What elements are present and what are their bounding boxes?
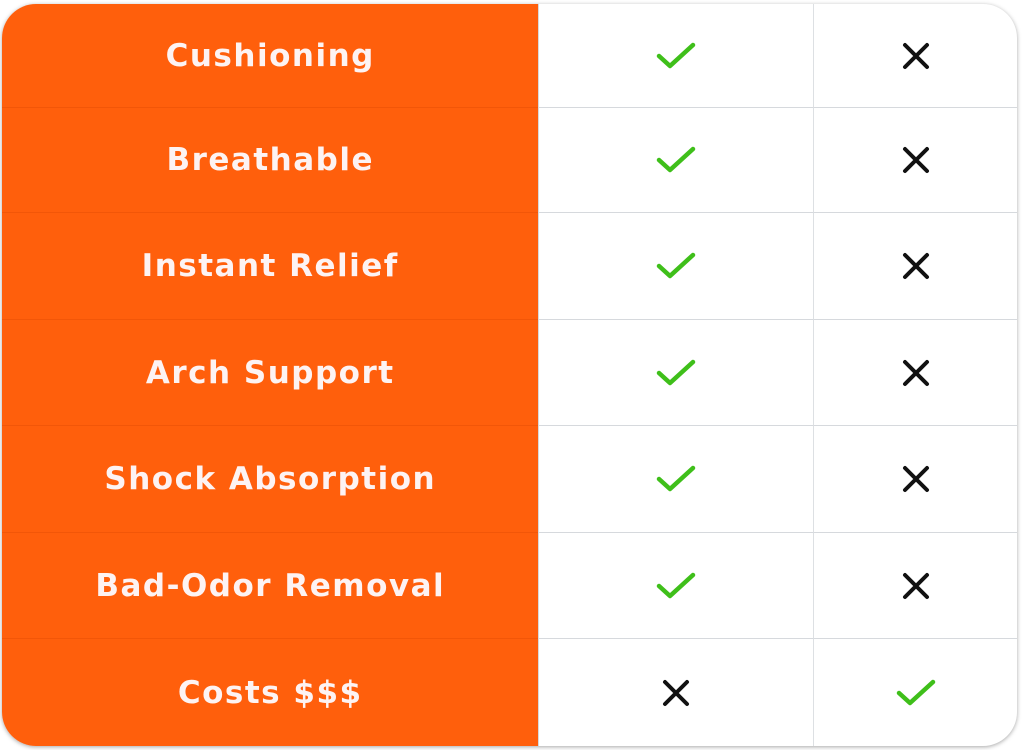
feature-label: Costs $$$ (2, 639, 539, 746)
comparison-cell (538, 639, 813, 746)
table-row: Shock Absorption (2, 426, 1017, 533)
table-row: Instant Relief (2, 213, 1017, 320)
check-icon (656, 571, 696, 601)
check-icon (656, 358, 696, 388)
check-icon (656, 251, 696, 281)
feature-label: Cushioning (2, 4, 539, 108)
table-row: Cushioning (2, 4, 1017, 108)
cross-icon (902, 146, 930, 174)
comparison-cell (813, 533, 1017, 639)
feature-label: Bad-Odor Removal (2, 533, 539, 639)
comparison-cell (813, 426, 1017, 533)
feature-label: Instant Relief (2, 213, 539, 320)
comparison-cell (813, 213, 1017, 320)
table-row: Bad-Odor Removal (2, 533, 1017, 639)
comparison-cell (538, 213, 814, 320)
comparison-cell (813, 320, 1017, 426)
comparison-cell (538, 4, 814, 108)
feature-label: Arch Support (2, 320, 539, 426)
comparison-cell (538, 533, 814, 639)
check-icon (896, 678, 936, 708)
cross-icon (902, 42, 930, 70)
cross-icon (902, 252, 930, 280)
comparison-cell (813, 639, 1017, 746)
comparison-cell (813, 108, 1017, 213)
check-icon (656, 464, 696, 494)
comparison-cell (538, 108, 814, 213)
check-icon (656, 145, 696, 175)
feature-label: Shock Absorption (2, 426, 539, 533)
cross-icon (902, 572, 930, 600)
comparison-cell (538, 426, 814, 533)
cross-icon (662, 679, 690, 707)
check-icon (656, 41, 696, 71)
feature-label: Breathable (2, 108, 539, 213)
cross-icon (902, 359, 930, 387)
table-row: Arch Support (2, 320, 1017, 426)
table-row: Breathable (2, 108, 1017, 213)
comparison-cell (813, 4, 1017, 108)
comparison-cell (538, 320, 814, 426)
table-row: Costs $$$ (2, 639, 1017, 746)
cross-icon (902, 465, 930, 493)
comparison-table: Cushioning Breathable Instant Relief Arch S… (2, 4, 1017, 746)
